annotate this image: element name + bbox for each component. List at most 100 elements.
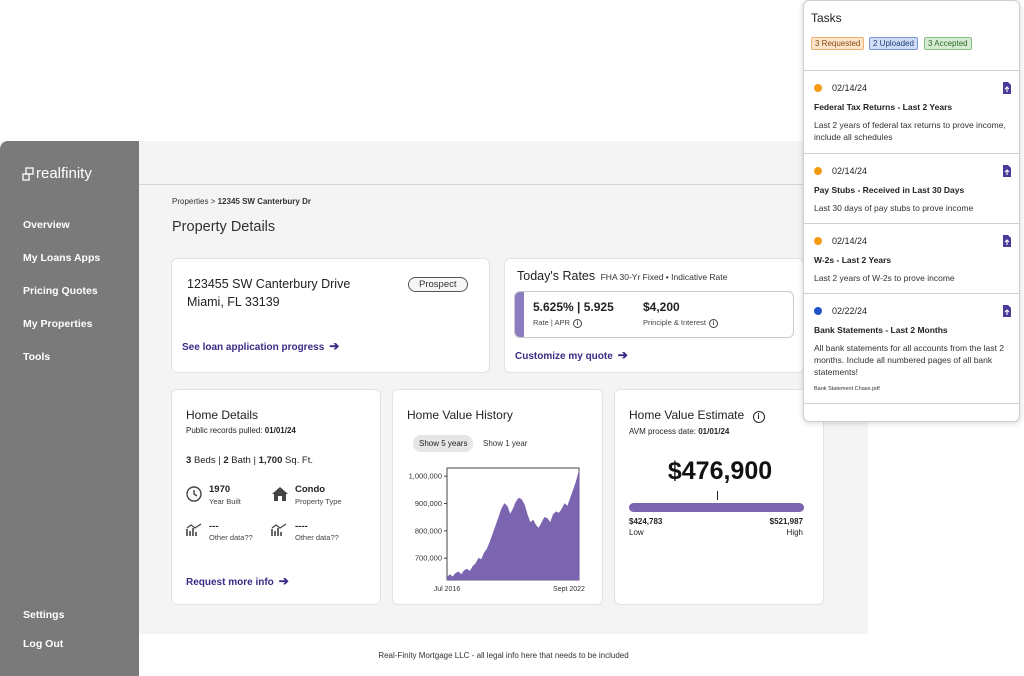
info-icon[interactable]: i: [708, 319, 718, 328]
sidebar-item-overview[interactable]: Overview: [23, 219, 70, 231]
task-date: 02/14/24: [832, 166, 868, 176]
trend-chart-icon: [186, 523, 202, 536]
year-built-label: Year Built: [209, 497, 241, 506]
task-status-dot: [814, 237, 822, 245]
arrow-right-icon: ➔: [329, 339, 340, 353]
rates-heading: Today's Rates: [517, 269, 596, 283]
app-logo[interactable]: realfinity: [22, 165, 92, 182]
task-item[interactable]: 02/22/24 Bank Statements - Last 2 Months A…: [804, 293, 1019, 403]
toggle-1-year[interactable]: Show 1 year: [483, 439, 528, 448]
rate-accent-bar: [515, 292, 524, 337]
beds-label: Beds |: [193, 455, 221, 466]
rate-apr-value: 5.625% | 5.925: [533, 300, 614, 314]
home-value-chart: 700,000 800,000 900,000 1,000,000 Jul 2016 Se…: [409, 467, 585, 593]
other-data-2-label: Other data??: [295, 533, 339, 542]
address-line-1: 123455 SW Canterbury Drive: [187, 277, 351, 291]
task-list-end: [804, 403, 1019, 421]
task-item[interactable]: 02/14/24 Pay Stubs - Received in Last 30 …: [804, 153, 1019, 223]
baths-label: Bath |: [231, 455, 256, 466]
payment-label: Principle & Interest i: [643, 318, 718, 328]
sidebar-item-settings[interactable]: Settings: [23, 609, 65, 621]
task-title: Bank Statements - Last 2 Months: [814, 325, 948, 335]
payment-value: $4,200: [643, 300, 680, 314]
task-filter-chip[interactable]: 3 Requested: [811, 37, 865, 50]
breadcrumb: Properties > 12345 SW Canterbury Dr: [172, 197, 311, 206]
task-status-dot: [814, 84, 822, 92]
property-type-label: Property Type: [295, 497, 342, 506]
estimate-marker: [716, 491, 718, 500]
home-details-title: Home Details: [186, 408, 259, 422]
rate-summary-box: 5.625% | 5.925 Rate | APR i $4,200 Princi…: [514, 291, 794, 338]
address-line-2: Miami, FL 33139: [187, 295, 280, 309]
logo-text: realfinity: [36, 165, 92, 182]
task-description: All bank statements for all accounts fro…: [814, 343, 1004, 377]
arrow-right-icon: ➔: [617, 348, 628, 362]
beds-value: 3: [186, 455, 192, 466]
task-title: Federal Tax Returns - Last 2 Years: [814, 102, 953, 112]
upload-file-icon[interactable]: [1002, 305, 1012, 317]
upload-file-icon[interactable]: [1002, 82, 1012, 94]
sqft-label: Sq. Ft.: [285, 455, 313, 466]
history-title: Home Value History: [407, 408, 513, 422]
estimate-high-value: $521,987: [769, 517, 803, 526]
sqft-value: 1,700: [258, 455, 283, 466]
house-icon: [272, 487, 288, 501]
customize-quote-link[interactable]: Customize my quote ➔: [515, 348, 628, 362]
payment-label-text: Principle & Interest: [643, 318, 706, 327]
rates-card: Today's Rates FHA 30-Yr Fixed • Indicati…: [504, 258, 804, 373]
avm-date: 01/01/24: [698, 427, 730, 436]
loan-progress-link-label: See loan application progress: [182, 342, 325, 353]
upload-file-icon[interactable]: [1002, 235, 1012, 247]
year-built-value: 1970: [209, 484, 231, 495]
loan-progress-link[interactable]: See loan application progress ➔: [182, 339, 339, 353]
task-item[interactable]: 02/14/24 Federal Tax Returns - Last 2 Yea…: [804, 70, 1019, 153]
chart-area-series: [446, 470, 580, 581]
rate-apr-label: Rate | APR i: [533, 318, 582, 328]
footer-legal-text: Real-Finity Mortgage LLC - all legal inf…: [378, 651, 629, 660]
task-attachment-link[interactable]: Bank Statement Chase.pdf: [814, 386, 880, 392]
task-date: 02/14/24: [832, 83, 868, 93]
baths-value: 2: [223, 455, 229, 466]
other-data-1-label: Other data??: [209, 533, 253, 542]
breadcrumb-current: 12345 SW Canterbury Dr: [217, 197, 311, 206]
sidebar-item-pricing-quotes[interactable]: Pricing Quotes: [23, 285, 98, 297]
other-data-1-value: ---: [209, 521, 219, 532]
breadcrumb-parent[interactable]: Properties: [172, 197, 209, 206]
task-description: Last 2 years of W-2s to prove income: [814, 273, 955, 283]
info-icon[interactable]: i: [752, 411, 765, 423]
toggle-5-years[interactable]: Show 5 years: [413, 435, 474, 452]
request-info-link[interactable]: Request more info ➔: [186, 574, 289, 588]
task-status-dot: [814, 307, 822, 315]
tasks-title: Tasks: [811, 11, 842, 25]
task-filter-chip[interactable]: 2 Uploaded: [869, 37, 918, 50]
task-item[interactable]: 02/14/24 W-2s - Last 2 Years Last 2 years …: [804, 223, 1019, 293]
page-title: Property Details: [172, 219, 276, 235]
sidebar: realfinity Overview My Loans Apps Pricin…: [0, 141, 139, 676]
task-filter-chip[interactable]: 3 Accepted: [924, 37, 972, 50]
top-bar: [139, 141, 868, 185]
status-badge: Prospect: [408, 277, 468, 292]
records-date: 01/01/24: [264, 426, 296, 435]
estimate-low-value: $424,783: [629, 517, 663, 526]
sidebar-item-my-loans-apps[interactable]: My Loans Apps: [23, 252, 101, 264]
upload-file-icon[interactable]: [1002, 165, 1012, 177]
sidebar-item-tools[interactable]: Tools: [23, 351, 51, 363]
info-icon[interactable]: i: [572, 319, 582, 328]
y-tick-label: 900,000: [415, 499, 442, 508]
clock-icon: [186, 486, 202, 502]
rates-title: Today's Rates FHA 30-Yr Fixed • Indicati…: [517, 269, 727, 283]
sidebar-item-log-out[interactable]: Log Out: [23, 638, 64, 650]
y-tick-label: 1,000,000: [409, 472, 442, 481]
records-label: Public records pulled:: [186, 426, 263, 435]
task-title: W-2s - Last 2 Years: [814, 255, 892, 265]
trend-chart-icon: [271, 523, 287, 536]
y-tick-label: 700,000: [415, 554, 442, 563]
estimate-high-label: High: [786, 528, 803, 537]
breadcrumb-separator: >: [210, 197, 216, 206]
task-title: Pay Stubs - Received in Last 30 Days: [814, 185, 965, 195]
avm-label: AVM process date:: [629, 427, 696, 436]
tasks-panel: Tasks 3 Requested 2 Uploaded 3 Accepted 02…: [803, 0, 1020, 422]
home-value-history-card: Home Value History Show 5 years Show 1 y…: [392, 389, 603, 605]
sidebar-item-my-properties[interactable]: My Properties: [23, 318, 93, 330]
task-status-dot: [814, 167, 822, 175]
